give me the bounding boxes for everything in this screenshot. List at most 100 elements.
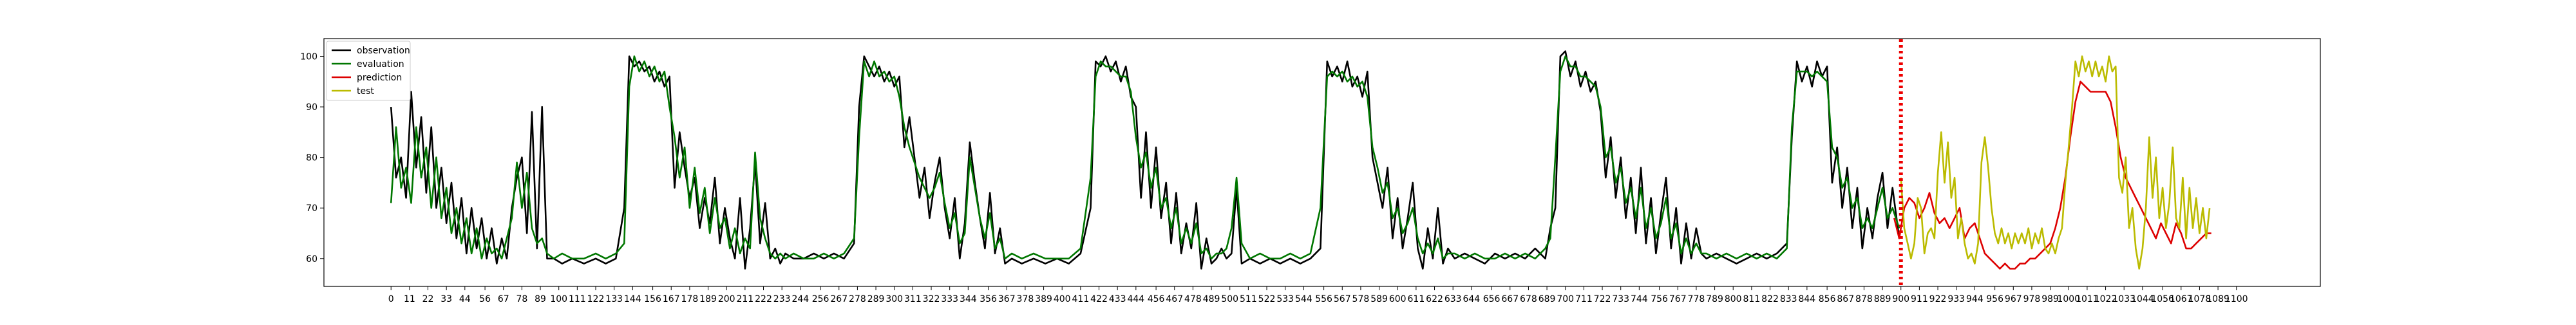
x-tick-label: 56: [479, 294, 491, 304]
x-tick-label: 300: [886, 294, 903, 304]
x-tick-label: 811: [1743, 294, 1761, 304]
x-tick-label: 689: [1539, 294, 1556, 304]
x-tick-label: 1022: [2094, 294, 2117, 304]
x-tick-label: 756: [1651, 294, 1668, 304]
y-tick-label: 70: [306, 203, 317, 214]
x-tick-label: 544: [1295, 294, 1312, 304]
y-axis: 60 70 80 90 100: [300, 52, 324, 265]
x-tick-label: 1089: [2206, 294, 2230, 304]
x-tick-label: 533: [1276, 294, 1294, 304]
x-tick-label: 456: [1148, 294, 1165, 304]
x-tick-label: 78: [516, 294, 527, 304]
x-tick-label: 878: [1855, 294, 1873, 304]
x-tick-label: 167: [663, 294, 680, 304]
x-tick-label: 189: [699, 294, 717, 304]
x-tick-label: 367: [998, 294, 1016, 304]
x-tick-label: 844: [1798, 294, 1815, 304]
x-tick-label: 133: [605, 294, 623, 304]
x-tick-label: 344: [960, 294, 977, 304]
x-tick-label: 289: [867, 294, 885, 304]
x-tick-label: 444: [1127, 294, 1144, 304]
x-tick-label: 211: [736, 294, 753, 304]
x-tick-label: 1078: [2188, 294, 2211, 304]
x-tick-label: 389: [1035, 294, 1052, 304]
x-tick-label: 411: [1072, 294, 1090, 304]
x-tick-label: 278: [849, 294, 866, 304]
x-tick-label: 1033: [2112, 294, 2136, 304]
x-tick-label: 1011: [2076, 294, 2099, 304]
plot-frame: [323, 38, 2321, 287]
x-tick-label: 311: [904, 294, 922, 304]
x-tick-label: 933: [1947, 294, 1965, 304]
x-tick-label: 267: [830, 294, 848, 304]
x-tick-label: 1067: [2170, 294, 2193, 304]
x-tick-label: 100: [550, 294, 567, 304]
x-tick-label: 400: [1054, 294, 1071, 304]
x-tick-label: 822: [1761, 294, 1779, 304]
x-tick-label: 256: [812, 294, 829, 304]
x-tick-label: 356: [980, 294, 997, 304]
x-tick-label: 511: [1240, 294, 1257, 304]
x-tick-label: 800: [1725, 294, 1742, 304]
x-tick-label: 489: [1203, 294, 1220, 304]
x-tick-label: 889: [1874, 294, 1891, 304]
x-tick-label: 22: [422, 294, 434, 304]
x-tick-label: 911: [1911, 294, 1928, 304]
x-tick-label: 667: [1501, 294, 1519, 304]
x-tick-label: 978: [2023, 294, 2041, 304]
x-tick-label: 744: [1631, 294, 1648, 304]
x-tick-label: 200: [718, 294, 735, 304]
x-tick-label: 722: [1594, 294, 1611, 304]
x-tick-label: 956: [1986, 294, 2003, 304]
x-tick-label: 333: [941, 294, 958, 304]
x-tick-label: 778: [1688, 294, 1705, 304]
x-tick-label: 33: [440, 294, 452, 304]
x-tick-label: 856: [1819, 294, 1836, 304]
x-tick-label: 1044: [2131, 294, 2154, 304]
x-tick-label: 478: [1184, 294, 1202, 304]
x-tick-label: 900: [1892, 294, 1909, 304]
x-tick-label: 244: [791, 294, 809, 304]
x-tick-label: 1056: [2151, 294, 2174, 304]
legend-box: [326, 41, 411, 101]
x-tick-label: 67: [498, 294, 509, 304]
legend-label-evaluation: evaluation: [357, 59, 404, 70]
x-tick-label: 600: [1389, 294, 1406, 304]
series-line-prediction: [1893, 80, 2211, 270]
x-tick-label: 233: [773, 294, 791, 304]
x-tick-label: 633: [1444, 294, 1462, 304]
y-tick-label: 90: [306, 102, 317, 113]
x-tick-label: 467: [1166, 294, 1183, 304]
x-tick-label: 789: [1706, 294, 1723, 304]
x-tick-label: 833: [1780, 294, 1797, 304]
x-tick-label: 144: [624, 294, 641, 304]
x-tick-label: 711: [1575, 294, 1593, 304]
x-tick-label: 867: [1837, 294, 1854, 304]
legend-label-prediction: prediction: [357, 73, 402, 83]
x-tick-label: 11: [404, 294, 415, 304]
x-tick-label: 433: [1109, 294, 1126, 304]
x-tick-label: 500: [1221, 294, 1238, 304]
series-lines: [390, 39, 2211, 286]
series-line-test: [1900, 55, 2211, 270]
x-tick-label: 422: [1090, 294, 1108, 304]
x-tick-label: 767: [1669, 294, 1687, 304]
y-tick-label: 100: [300, 52, 317, 62]
x-tick-label: 1000: [2057, 294, 2080, 304]
x-tick-label: 944: [1966, 294, 1984, 304]
x-tick-label: 89: [535, 294, 546, 304]
x-tick-label: 178: [681, 294, 699, 304]
x-axis: 0 11 22 33 44 56 67 78 89 100 111 122 133 144 156 167 17…: [388, 286, 2248, 304]
x-tick-label: 1100: [2225, 294, 2248, 304]
x-tick-label: 733: [1612, 294, 1629, 304]
x-tick-label: 44: [459, 294, 471, 304]
legend: observation evaluation prediction test: [326, 41, 411, 101]
y-tick-label: 60: [306, 254, 317, 265]
x-tick-label: 567: [1334, 294, 1351, 304]
x-tick-label: 0: [388, 294, 394, 304]
x-tick-label: 700: [1557, 294, 1574, 304]
y-tick-label: 80: [306, 153, 317, 163]
x-tick-label: 611: [1408, 294, 1425, 304]
